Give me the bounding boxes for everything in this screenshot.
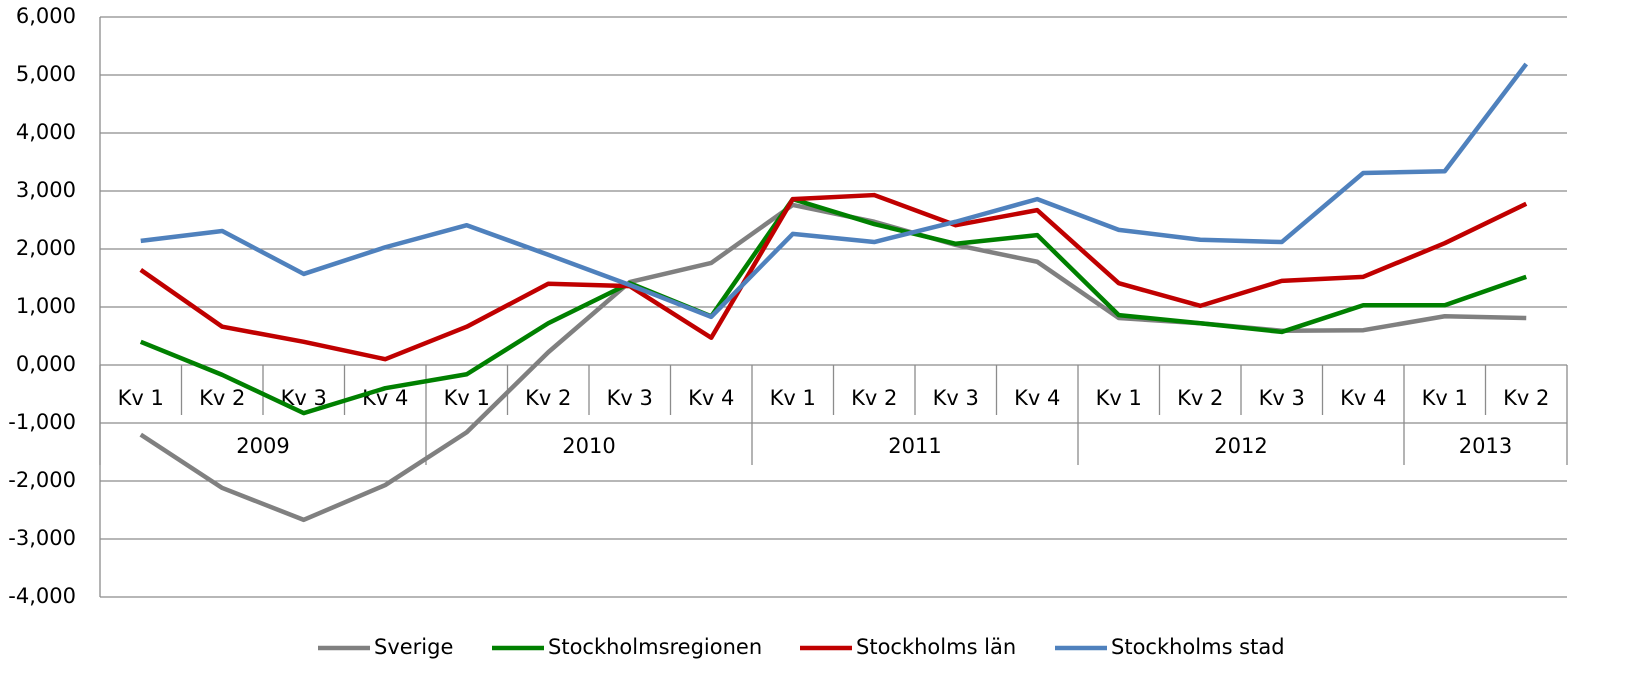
y-tick-label: -3,000 bbox=[8, 526, 76, 550]
x-tick-label: Kv 2 bbox=[851, 386, 897, 410]
x-tick-label: Kv 2 bbox=[199, 386, 245, 410]
x-tick-label: Kv 4 bbox=[1014, 386, 1060, 410]
x-tick-label: Kv 2 bbox=[1177, 386, 1223, 410]
y-tick-label: 5,000 bbox=[16, 62, 76, 86]
x-tick-label: Kv 1 bbox=[1096, 386, 1142, 410]
x-tick-label: Kv 4 bbox=[1340, 386, 1386, 410]
y-tick-label: 3,000 bbox=[16, 178, 76, 202]
x-tick-label: Kv 3 bbox=[933, 386, 979, 410]
x-group-label: 2013 bbox=[1459, 434, 1512, 458]
x-group-label: 2010 bbox=[562, 434, 615, 458]
y-tick-label: 6,000 bbox=[16, 4, 76, 28]
x-tick-label: Kv 1 bbox=[770, 386, 816, 410]
y-tick-label: 4,000 bbox=[16, 120, 76, 144]
x-tick-label: Kv 1 bbox=[1422, 386, 1468, 410]
x-tick-label: Kv 3 bbox=[607, 386, 653, 410]
x-tick-label: Kv 2 bbox=[1503, 386, 1549, 410]
legend-label: Sverige bbox=[374, 635, 453, 659]
x-group-label: 2009 bbox=[236, 434, 289, 458]
series-line bbox=[140, 62, 1529, 320]
y-tick-label: -2,000 bbox=[8, 468, 76, 492]
x-tick-label: Kv 4 bbox=[688, 386, 734, 410]
x-tick-label: Kv 2 bbox=[525, 386, 571, 410]
x-group-label: 2011 bbox=[888, 434, 941, 458]
y-tick-label: 1,000 bbox=[16, 294, 76, 318]
y-tick-label: -4,000 bbox=[8, 584, 76, 608]
legend-label: Stockholms län bbox=[856, 635, 1016, 659]
y-tick-label: 2,000 bbox=[16, 236, 76, 260]
series-line bbox=[139, 196, 1527, 416]
legend-label: Stockholms stad bbox=[1111, 635, 1285, 659]
x-group-label: 2012 bbox=[1214, 434, 1267, 458]
x-tick-label: Kv 1 bbox=[118, 386, 164, 410]
legend-label: Stockholmsregionen bbox=[548, 635, 762, 659]
x-tick-label: Kv 1 bbox=[444, 386, 490, 410]
series-line bbox=[139, 192, 1528, 362]
y-tick-label: -1,000 bbox=[8, 410, 76, 434]
y-tick-label: 0,000 bbox=[16, 352, 76, 376]
x-tick-label: Kv 3 bbox=[1259, 386, 1305, 410]
series-line bbox=[139, 202, 1527, 523]
